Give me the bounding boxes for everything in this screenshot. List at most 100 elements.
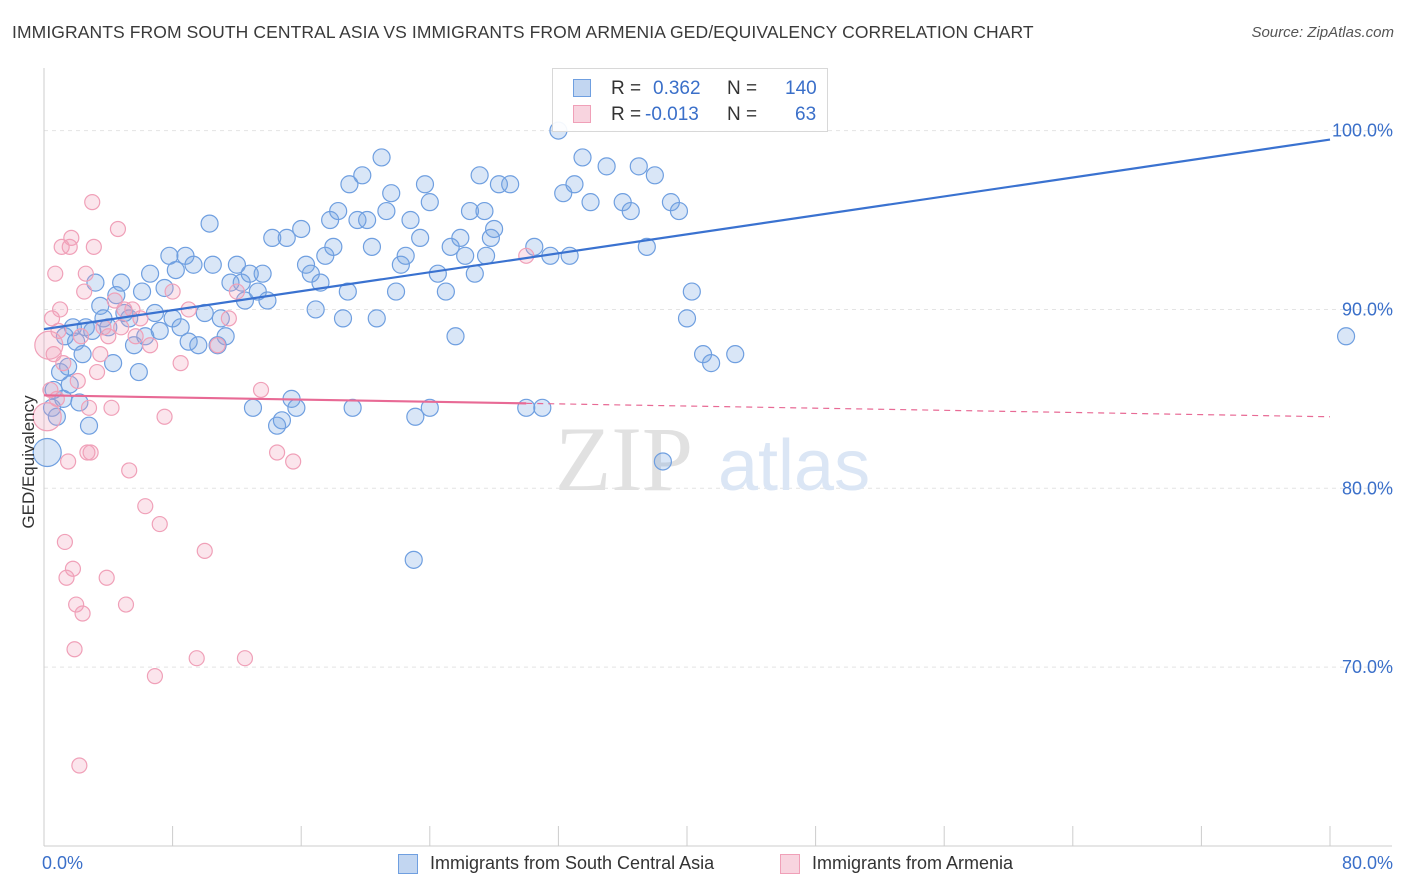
n-value: 140	[785, 78, 817, 99]
data-point	[485, 219, 504, 239]
trend-line-south-central-asia	[43, 138, 1331, 331]
data-point	[73, 345, 92, 364]
data-point	[451, 228, 470, 248]
data-point	[253, 264, 272, 283]
data-point	[184, 255, 203, 274]
legend-swatch-blue	[573, 79, 591, 97]
data-point	[629, 157, 648, 176]
data-point	[348, 210, 367, 230]
data-point	[80, 399, 98, 416]
data-point	[436, 282, 455, 301]
data-point	[533, 398, 552, 417]
watermark-atlas: atlas	[718, 426, 870, 506]
data-point	[141, 337, 159, 354]
trend-line-armenia-extrapolated	[526, 402, 1331, 418]
n-value: 63	[795, 104, 817, 125]
legend-label: Immigrants from South Central Asia	[430, 853, 715, 873]
data-point	[338, 282, 357, 301]
data-point	[460, 201, 480, 221]
watermark: ZIP atlas	[555, 408, 870, 510]
data-point	[43, 310, 61, 327]
data-point	[63, 229, 80, 247]
data-point	[104, 354, 123, 373]
data-point	[456, 246, 475, 265]
data-point	[292, 219, 311, 239]
data-point	[296, 255, 316, 274]
data-point	[404, 550, 423, 569]
data-point	[501, 175, 520, 194]
series-south-central-asia	[32, 121, 1356, 569]
n-label: N =	[727, 78, 758, 99]
data-point	[140, 264, 160, 283]
data-point	[196, 542, 213, 559]
data-point	[597, 157, 616, 176]
data-point	[209, 337, 226, 354]
data-point	[702, 354, 721, 373]
data-point	[132, 282, 152, 301]
r-value: -0.013	[645, 104, 699, 125]
data-point	[98, 569, 115, 586]
data-point	[171, 318, 190, 337]
data-point	[306, 300, 325, 319]
data-point	[166, 261, 185, 280]
data-point	[621, 201, 640, 221]
data-point	[411, 228, 430, 248]
data-point	[164, 283, 181, 300]
data-point	[146, 667, 164, 685]
data-point	[155, 278, 174, 298]
data-point	[113, 319, 130, 336]
data-point	[329, 201, 348, 221]
data-point	[645, 166, 664, 185]
data-point	[88, 363, 106, 381]
data-point	[109, 220, 127, 238]
data-point	[70, 393, 89, 412]
data-point	[677, 309, 697, 328]
data-point	[227, 255, 246, 274]
data-point	[64, 560, 82, 577]
stats-legend: R = 0.362 N = 140 R = -0.013 N = 63	[552, 68, 828, 132]
trend-line-armenia	[43, 394, 527, 405]
data-point	[60, 375, 79, 394]
data-point	[243, 398, 263, 417]
data-point	[82, 444, 99, 461]
data-point	[517, 398, 536, 417]
y-tick-label: 100.0%	[1332, 121, 1393, 141]
data-point	[188, 650, 205, 667]
data-point	[470, 166, 489, 185]
r-label: R =	[611, 78, 642, 99]
chart-title: IMMIGRANTS FROM SOUTH CENTRAL ASIA VS IM…	[12, 22, 1034, 42]
data-point	[228, 283, 245, 300]
data-point	[42, 381, 59, 399]
data-point	[669, 201, 689, 221]
data-point	[79, 416, 99, 435]
data-point	[32, 402, 62, 432]
data-point	[179, 332, 198, 351]
legend-swatch-pink	[573, 105, 591, 123]
data-point	[103, 399, 120, 416]
data-point	[396, 246, 415, 265]
data-point	[56, 533, 73, 551]
data-point	[263, 228, 282, 248]
data-point	[272, 411, 292, 430]
data-point	[48, 390, 65, 407]
data-point	[340, 175, 359, 194]
data-point	[55, 355, 72, 372]
data-point	[353, 166, 372, 185]
series-armenia	[32, 194, 535, 774]
data-point	[71, 757, 88, 774]
legend-swatch-pink	[780, 854, 800, 874]
data-point	[277, 228, 296, 248]
data-point	[428, 264, 447, 283]
data-point	[85, 238, 102, 255]
data-point	[100, 328, 117, 345]
data-point	[51, 301, 69, 318]
data-point	[367, 309, 386, 328]
data-point	[682, 282, 701, 301]
data-point	[58, 569, 75, 586]
data-point	[420, 398, 439, 417]
data-point	[406, 407, 425, 426]
data-point	[240, 264, 259, 283]
data-point	[268, 444, 286, 461]
data-point	[72, 328, 90, 345]
